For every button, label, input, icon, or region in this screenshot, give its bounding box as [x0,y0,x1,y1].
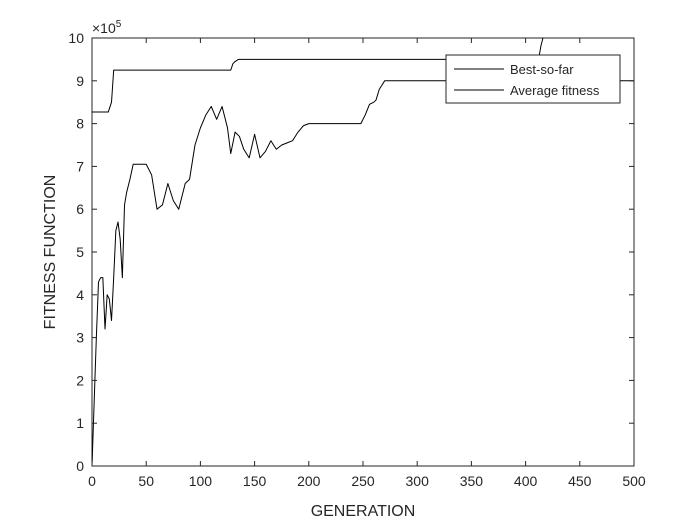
y-tick-label: 5 [76,244,84,260]
x-tick-label: 250 [351,473,375,489]
y-tick-label: 3 [76,330,84,346]
legend-label-average-fitness: Average fitness [510,83,600,98]
axes-box [91,37,635,467]
x-tick-label: 300 [406,473,430,489]
y-tick-label: 2 [76,372,84,388]
x-tick-label: 350 [460,473,484,489]
x-tick-label: 0 [88,473,96,489]
y-tick-label: 6 [76,201,84,217]
legend: Best-so-far Average fitness [445,54,621,104]
y-tick-label: 1 [76,415,84,431]
x-axis-label: GENERATION [311,503,416,520]
y-tick-label: 8 [76,116,84,132]
x-tick-label: 150 [243,473,267,489]
x-ticks: 0 50 100 150 200 250 300 350 400 450 500 [88,38,646,489]
series-line-average-fitness [91,80,634,467]
legend-box [445,54,621,104]
x-tick-label: 450 [568,473,592,489]
y-tick-label: 0 [76,458,84,474]
y-ticks: 0 1 2 3 4 5 6 7 8 9 10 [68,30,634,474]
y-tick-label: 7 [76,158,84,174]
y-axis-label: FITNESS FUNCTION [42,175,59,330]
y-tick-label: 10 [68,30,84,46]
y-tick-label: 9 [76,73,84,89]
y-exponent-label: ×105 [92,19,122,36]
x-tick-label: 400 [514,473,538,489]
x-tick-label: 500 [622,473,646,489]
y-tick-label: 4 [76,287,84,303]
x-tick-label: 200 [297,473,321,489]
legend-label-best-so-far: Best-so-far [510,62,574,77]
x-tick-label: 50 [138,473,154,489]
x-tick-label: 100 [189,473,213,489]
